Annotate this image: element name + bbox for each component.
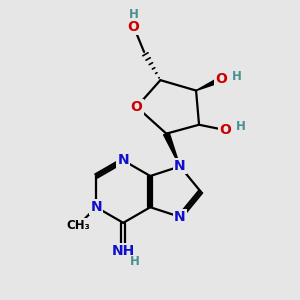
Text: N: N bbox=[90, 200, 102, 214]
Text: H: H bbox=[232, 70, 242, 83]
Text: O: O bbox=[128, 20, 140, 34]
Text: H: H bbox=[236, 120, 246, 133]
Polygon shape bbox=[164, 133, 180, 166]
Text: CH₃: CH₃ bbox=[66, 219, 90, 232]
Polygon shape bbox=[196, 77, 222, 91]
Text: O: O bbox=[131, 100, 142, 114]
Text: N: N bbox=[174, 159, 186, 173]
Text: H: H bbox=[129, 8, 139, 21]
Text: N: N bbox=[117, 153, 129, 167]
Text: O: O bbox=[219, 123, 231, 137]
Text: O: O bbox=[215, 72, 227, 86]
Text: N: N bbox=[174, 210, 186, 224]
Text: H: H bbox=[130, 255, 140, 268]
Text: NH: NH bbox=[112, 244, 135, 258]
